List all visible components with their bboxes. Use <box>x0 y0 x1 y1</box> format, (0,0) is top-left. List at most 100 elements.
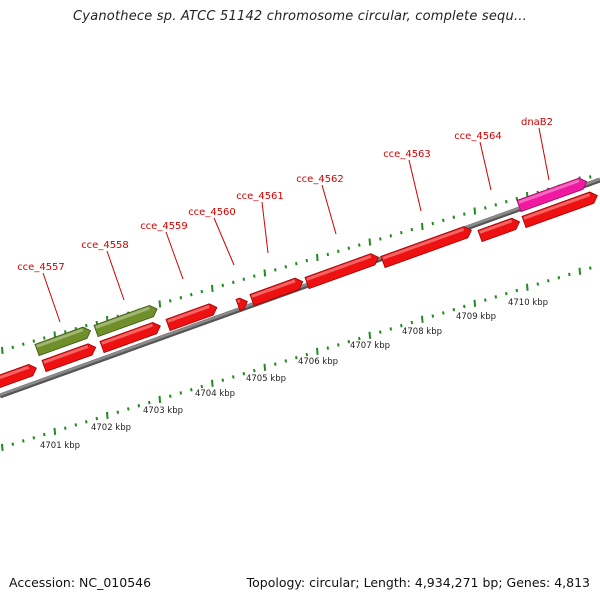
gene-arrow-7 <box>304 253 380 290</box>
tick-mark <box>316 347 319 355</box>
tick-mark <box>22 342 25 346</box>
tick-mark <box>221 378 225 382</box>
tick-mark <box>515 196 519 201</box>
tick-mark <box>400 323 403 328</box>
gene-label-cce_4558: cce_4558 <box>81 240 129 251</box>
tick-mark <box>127 407 130 411</box>
tick-mark <box>274 362 277 366</box>
callout-line <box>321 184 337 235</box>
tick-mark <box>463 212 466 216</box>
tick-mark <box>137 404 141 408</box>
gene-arrow-1 <box>0 364 37 390</box>
callout-line <box>538 127 550 181</box>
kbp-label: 4707 kbp <box>350 341 390 351</box>
tick-mark <box>505 200 508 204</box>
callout-line <box>261 201 269 254</box>
tick-mark <box>431 314 435 318</box>
tick-mark <box>389 327 393 331</box>
kbp-label: 4702 kbp <box>91 423 131 433</box>
tick-mark <box>557 275 561 280</box>
gene-arrow-olive-2 <box>93 304 158 338</box>
tick-mark <box>452 307 456 312</box>
tick-mark <box>536 282 540 286</box>
tick-mark <box>473 207 477 215</box>
callout-line <box>479 141 492 191</box>
tick-mark <box>358 336 361 341</box>
tick-mark <box>547 279 550 283</box>
tick-mark <box>253 274 256 278</box>
tick-mark <box>379 330 382 334</box>
gene-label-cce_4562: cce_4562 <box>296 174 344 185</box>
tick-mark <box>337 343 340 347</box>
tick-mark <box>284 359 288 363</box>
kbp-label: 4704 kbp <box>195 389 235 399</box>
topology-summary: Topology: circular; Length: 4,934,271 bp… <box>246 575 590 590</box>
callout-line <box>213 217 235 266</box>
map-title: Cyanothece sp. ATCC 51142 chromosome cir… <box>73 9 527 24</box>
tick-mark <box>578 267 582 275</box>
outer-tick-track <box>1 175 592 354</box>
tick-mark <box>1 443 4 451</box>
tick-mark <box>85 420 88 424</box>
tick-mark <box>64 426 67 430</box>
tick-mark <box>200 384 204 389</box>
tick-mark <box>326 252 330 257</box>
tick-mark <box>484 298 487 302</box>
gene-arrow-9 <box>477 217 521 243</box>
tick-mark <box>589 266 592 270</box>
gene-arrow-dnaB2 <box>516 177 588 213</box>
tick-mark <box>305 258 309 263</box>
tick-mark <box>158 395 162 403</box>
gene-label-cce_4559: cce_4559 <box>140 221 188 232</box>
tick-mark <box>568 272 571 277</box>
tick-mark <box>410 320 414 325</box>
tick-mark <box>179 296 183 300</box>
tick-mark <box>242 372 246 376</box>
accession-label: Accession: NC_010546 <box>9 575 152 590</box>
tick-mark <box>379 237 382 241</box>
tick-mark <box>11 442 15 446</box>
gene-label-cce_4564: cce_4564 <box>454 131 502 142</box>
tick-mark <box>263 269 267 277</box>
tick-mark <box>190 388 193 392</box>
tick-mark <box>211 284 214 293</box>
gene-arrow-4 <box>165 303 218 332</box>
tick-mark <box>53 427 57 435</box>
tick-mark <box>494 203 498 207</box>
gene-arrow-8 <box>380 226 472 269</box>
gene-arrow-3 <box>99 321 161 354</box>
tick-mark <box>358 243 361 247</box>
gene-callouts: cce_4557 cce_4558 cce_4559cce_4560cce_4561… <box>17 117 553 323</box>
tick-mark <box>179 391 183 395</box>
tick-mark <box>431 221 435 226</box>
tick-mark <box>32 339 36 343</box>
gene-label-cce_4563: cce_4563 <box>383 149 431 160</box>
kbp-label: 4710 kbp <box>508 298 548 308</box>
callout-line <box>165 231 184 280</box>
tick-mark <box>473 299 477 307</box>
gene-arrow-6 <box>249 277 304 307</box>
tick-mark <box>295 261 298 266</box>
tick-mark <box>211 379 214 387</box>
inner-tick-track <box>1 266 592 451</box>
tick-mark <box>158 300 162 308</box>
gene-label-cce_4557: cce_4557 <box>17 262 65 273</box>
tick-mark <box>95 320 99 325</box>
tick-mark <box>85 323 88 328</box>
kbp-label: 4709 kbp <box>456 312 496 322</box>
tick-mark <box>221 283 225 288</box>
tick-mark <box>169 394 172 398</box>
tick-mark <box>232 375 235 379</box>
tick-mark <box>442 311 445 315</box>
tick-mark <box>64 330 67 334</box>
tick-mark <box>305 352 309 357</box>
tick-mark <box>116 410 120 414</box>
tick-mark <box>74 423 78 427</box>
tick-mark <box>22 439 25 443</box>
tick-mark <box>232 280 235 284</box>
tick-mark <box>526 283 529 291</box>
tick-mark <box>505 291 508 296</box>
tick-mark <box>421 315 424 323</box>
kbp-label: 4706 kbp <box>298 357 338 367</box>
